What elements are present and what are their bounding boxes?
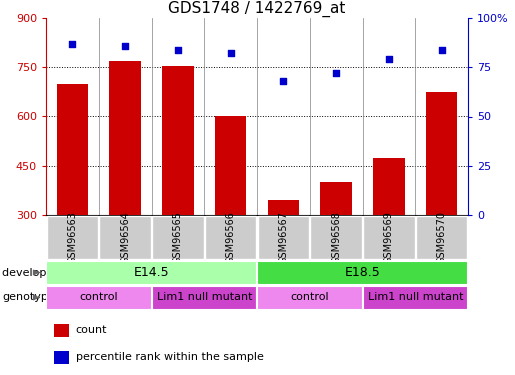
Bar (268, 200, 299, 215)
Bar (46, 216, 98, 259)
Point (121, 43, 129, 49)
Bar (55, 351, 69, 364)
Text: Lim1 null mutant: Lim1 null mutant (157, 292, 252, 303)
Point (385, 56, 393, 62)
Text: control: control (290, 292, 329, 303)
Bar (109, 61, 141, 215)
Bar (363, 285, 468, 309)
Point (279, 78, 287, 84)
Title: GDS1748 / 1422769_at: GDS1748 / 1422769_at (168, 0, 346, 16)
Bar (363, 216, 415, 259)
Bar (46, 285, 151, 309)
Bar (258, 216, 309, 259)
Text: Lim1 null mutant: Lim1 null mutant (368, 292, 463, 303)
Bar (257, 261, 468, 285)
Text: GSM96564: GSM96564 (120, 211, 130, 264)
Bar (416, 216, 468, 259)
Text: GSM96565: GSM96565 (173, 211, 183, 264)
Point (332, 70, 340, 76)
Point (227, 51, 235, 57)
Bar (373, 158, 405, 215)
Bar (310, 216, 362, 259)
Bar (215, 117, 247, 215)
Bar (46, 261, 257, 285)
Text: GSM96569: GSM96569 (384, 211, 394, 264)
Point (174, 46, 182, 53)
Bar (57, 84, 88, 215)
Text: count: count (76, 326, 107, 335)
Bar (99, 216, 151, 259)
Bar (151, 285, 257, 309)
Text: development stage: development stage (2, 267, 110, 278)
Text: GSM96567: GSM96567 (279, 211, 288, 264)
Bar (205, 216, 256, 259)
Text: genotype/variation: genotype/variation (2, 292, 108, 303)
Text: E14.5: E14.5 (134, 266, 169, 279)
Bar (426, 92, 457, 215)
Bar (320, 182, 352, 215)
Bar (152, 216, 204, 259)
Text: GSM96570: GSM96570 (437, 211, 447, 264)
Point (68, 40, 77, 46)
Text: GSM96566: GSM96566 (226, 211, 236, 264)
Text: control: control (79, 292, 118, 303)
Text: percentile rank within the sample: percentile rank within the sample (76, 352, 263, 362)
Bar (162, 66, 194, 215)
Point (438, 46, 446, 53)
Text: GSM96563: GSM96563 (67, 211, 77, 264)
Text: E18.5: E18.5 (345, 266, 381, 279)
Bar (257, 285, 363, 309)
Bar (55, 324, 69, 337)
Text: GSM96568: GSM96568 (331, 211, 341, 264)
